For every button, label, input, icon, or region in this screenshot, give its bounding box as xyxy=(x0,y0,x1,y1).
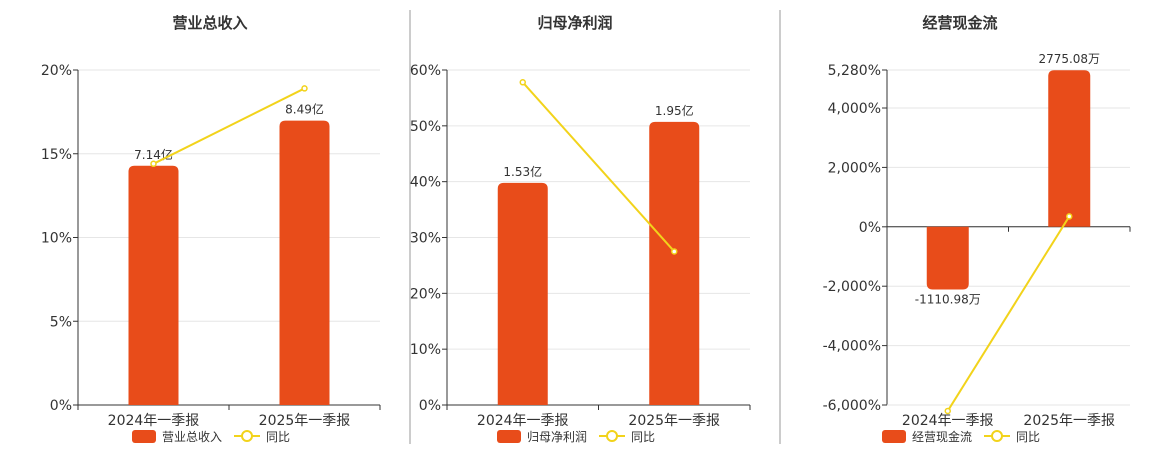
chart-1-ytick-label: 0% xyxy=(419,398,441,414)
chart-1-ytick-label: 30% xyxy=(410,231,441,247)
chart-2-bar xyxy=(1048,70,1091,227)
chart-1-title: 归母净利润 xyxy=(537,14,612,32)
chart-1-bar xyxy=(649,121,700,406)
chart-1-legend-bar-label: 归母净利润 xyxy=(527,430,587,444)
chart-2-ytick-label: -2,000% xyxy=(823,279,881,295)
chart-1-ytick-label: 10% xyxy=(410,342,441,358)
chart-1-bar-value-label: 1.53亿 xyxy=(503,164,542,179)
chart-0-ytick-label: 10% xyxy=(41,231,72,247)
chart-2-ytick-label: -4,000% xyxy=(823,339,881,355)
chart-1-legend-line-label: 同比 xyxy=(631,430,655,444)
chart-1-yoy-point xyxy=(519,79,526,86)
chart-0-legend-bar-label: 营业总收入 xyxy=(162,430,222,444)
chart-2-bar-value-label: 2775.08万 xyxy=(1038,52,1100,66)
chart-2-ytick-label: 2,000% xyxy=(828,160,881,176)
chart-2-legend-bar-swatch xyxy=(882,430,906,443)
chart-2-bar-value-label: -1110.98万 xyxy=(915,292,981,306)
chart-0-legend-line-marker xyxy=(241,430,253,442)
chart-0-legend-bar-swatch xyxy=(132,430,156,443)
chart-2-title: 经营现金流 xyxy=(922,14,997,32)
chart-2-bar xyxy=(926,226,969,290)
chart-2-category-label: 2025年一季报 xyxy=(1023,413,1115,429)
chart-0-yoy-line xyxy=(153,87,305,165)
chart-0-legend-line-label: 同比 xyxy=(266,430,290,444)
chart-0-ytick-label: 0% xyxy=(50,398,72,414)
chart-2-ytick-label: 5,280% xyxy=(828,63,881,79)
chart-2-ytick-label: 4,000% xyxy=(828,101,881,117)
chart-0-bar-value-label: 7.14亿 xyxy=(134,147,173,162)
chart-0-ytick-label: 5% xyxy=(50,314,72,330)
chart-0-category-label: 2025年一季报 xyxy=(259,413,351,429)
chart-0-yoy-point xyxy=(301,85,308,92)
chart-0-category-label: 2024年一季报 xyxy=(108,413,200,429)
chart-1-legend-bar-swatch xyxy=(497,430,521,443)
chart-2-yoy-line xyxy=(946,215,1071,412)
chart-0-ytick-label: 20% xyxy=(41,63,72,79)
chart-1-category-label: 2025年一季报 xyxy=(628,413,720,429)
chart-1-bar-value-label: 1.95亿 xyxy=(655,103,694,118)
chart-2-legend-line-label: 同比 xyxy=(1016,430,1040,444)
chart-2-yoy-point xyxy=(944,407,951,415)
chart-1-ytick-label: 20% xyxy=(410,286,441,302)
chart-0-bar xyxy=(128,165,179,405)
chart-1-yoy-line xyxy=(522,81,675,253)
chart-2-category-label: 2024年一季报 xyxy=(902,413,994,429)
chart-1-legend-line-marker xyxy=(606,430,618,442)
chart-0-yoy-point xyxy=(150,160,157,168)
chart-2-ytick-label: -6,000% xyxy=(823,398,881,414)
chart-2-yoy-point xyxy=(1066,213,1073,220)
chart-0-title: 营业总收入 xyxy=(172,14,247,32)
chart-1-yoy-point xyxy=(671,248,678,255)
chart-1-category-label: 2024年一季报 xyxy=(477,413,569,429)
chart-0-bar-value-label: 8.49亿 xyxy=(285,102,324,117)
chart-2-ytick-label: 0% xyxy=(859,220,881,236)
chart-1-bar xyxy=(497,182,548,405)
chart-1-ytick-label: 60% xyxy=(410,63,441,79)
chart-0-bar xyxy=(279,120,330,406)
chart-2-legend-bar-label: 经营现金流 xyxy=(912,429,972,444)
chart-1-ytick-label: 40% xyxy=(410,175,441,191)
chart-1-ytick-label: 50% xyxy=(410,119,441,135)
chart-2-legend-line-marker xyxy=(991,430,1003,442)
chart-0-ytick-label: 15% xyxy=(41,147,72,163)
